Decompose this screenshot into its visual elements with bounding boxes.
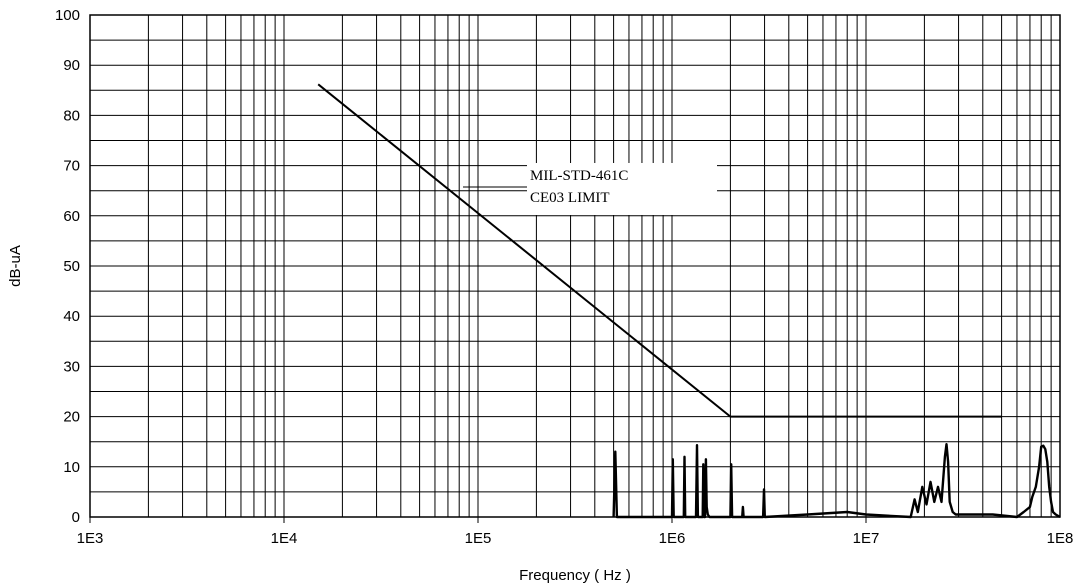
y-tick-label: 50: [63, 258, 80, 275]
y-tick-label: 100: [55, 7, 80, 24]
y-tick-label: 10: [63, 459, 80, 476]
y-tick-label: 90: [63, 57, 80, 74]
grid-lines: [89, 14, 1060, 523]
annotation-box: [527, 163, 717, 215]
y-axis-title: dB-uA: [7, 245, 24, 287]
y-tick-label: 60: [63, 208, 80, 225]
x-tick-label: 1E6: [659, 530, 686, 547]
x-tick-label: 1E4: [271, 530, 298, 547]
plot-frame: [89, 14, 1061, 518]
x-tick-label: 1E7: [853, 530, 880, 547]
y-tick-label: 0: [72, 509, 80, 526]
series-group: [317, 83, 1061, 519]
y-tick-label: 40: [63, 308, 80, 325]
x-tick-label: 1E5: [465, 530, 492, 547]
limit-line: [317, 83, 1002, 418]
annotation-line: MIL-STD-461C: [530, 168, 628, 184]
x-tick-label: 1E3: [77, 530, 104, 547]
x-tick-label: 1E8: [1047, 530, 1074, 547]
measured-trace: [612, 443, 1061, 519]
x-axis-title: Frequency ( Hz ): [519, 567, 631, 584]
limit-annotation: MIL-STD-461C CE03 LIMIT: [463, 163, 717, 215]
y-tick-label: 70: [63, 158, 80, 175]
tick-labels: 0 10 20 30 40 50 60 70 80 90 100 1E3 1E4 1E5 1E6 1E7 1E8: [55, 7, 1073, 547]
annotation-line: CE03 LIMIT: [530, 190, 610, 206]
y-tick-label: 80: [63, 107, 80, 124]
y-tick-label: 20: [63, 409, 80, 426]
y-tick-label: 30: [63, 358, 80, 375]
